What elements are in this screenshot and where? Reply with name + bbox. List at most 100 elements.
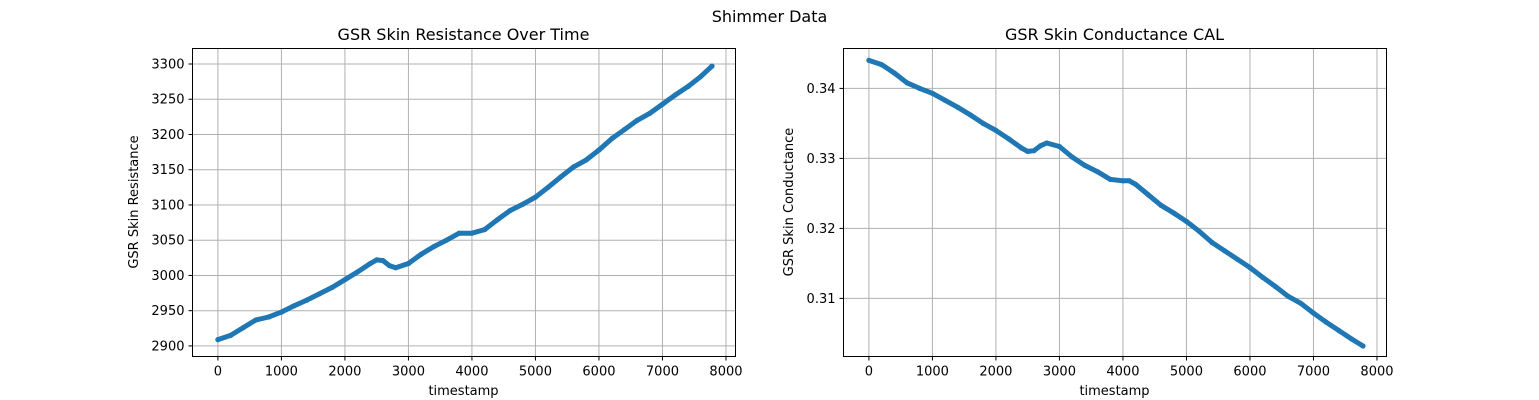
resistance-data-point <box>659 101 666 107</box>
conductance-data-point <box>1031 148 1037 154</box>
resistance-data-point <box>647 110 653 116</box>
conductance-data-point <box>1222 248 1228 254</box>
resistance-x-tick-label: 4000 <box>455 365 488 380</box>
resistance-y-axis-label: GSR Skin Resistance <box>127 135 142 268</box>
resistance-data-point <box>240 325 246 331</box>
conductance-data-point <box>1171 210 1177 216</box>
resistance-data-point <box>253 317 259 323</box>
conductance-data-point <box>980 120 986 126</box>
resistance-data-point <box>494 217 500 223</box>
resistance-data-point <box>621 127 628 133</box>
conductance-data-point <box>891 70 897 76</box>
conductance-data-point <box>1234 256 1240 262</box>
resistance-y-tick-label: 3200 <box>151 128 184 143</box>
resistance-data-point <box>278 309 284 315</box>
resistance-data-point <box>469 230 475 236</box>
resistance-data-point <box>228 332 234 338</box>
resistance-x-tick-label: 3000 <box>392 365 425 380</box>
conductance-grid <box>843 48 1387 357</box>
conductance-x-tick-label: 5000 <box>1170 365 1203 380</box>
resistance-plot-frame <box>192 48 736 357</box>
conductance-data-point <box>993 127 999 133</box>
conductance-data-point <box>917 85 923 91</box>
conductance-data-point <box>1323 319 1329 325</box>
conductance-data-point <box>1025 148 1031 154</box>
conductance-x-tick-label: 4000 <box>1106 365 1139 380</box>
conductance-data-point <box>1285 293 1291 299</box>
conductance-data-point <box>929 90 936 96</box>
resistance-x-tick-label: 0 <box>214 365 222 380</box>
conductance-data-point <box>1209 239 1215 245</box>
conductance-data-point <box>1120 178 1126 184</box>
resistance-y-tick-label: 2900 <box>151 339 184 354</box>
resistance-x-tick-label: 8000 <box>709 365 742 380</box>
resistance-x-tick-label: 6000 <box>582 365 615 380</box>
conductance-data-point <box>1056 143 1062 150</box>
resistance-y-tick-label: 3300 <box>151 58 184 73</box>
resistance-data-point <box>386 263 392 269</box>
resistance-y-tick-label: 3100 <box>151 198 184 213</box>
resistance-data-point <box>507 208 513 214</box>
conductance-data-point <box>1044 140 1050 146</box>
conductance-y-tick-label: 0.32 <box>807 222 836 237</box>
conductance-data-point <box>1298 300 1304 306</box>
resistance-data-point <box>374 257 380 263</box>
conductance-x-tick-label: 7000 <box>1297 365 1330 380</box>
conductance-data-point <box>1069 154 1075 160</box>
conductance-data-point <box>866 57 872 64</box>
resistance-data-point <box>709 63 715 69</box>
resistance-data-point <box>545 184 551 190</box>
conductance-data-point <box>1247 265 1253 271</box>
resistance-data-point <box>291 303 297 309</box>
resistance-y-tick-label: 2950 <box>151 304 184 319</box>
conductance-data-point <box>1196 228 1202 234</box>
resistance-grid <box>192 48 736 357</box>
resistance-data-point <box>316 291 323 297</box>
resistance-data-point <box>431 244 437 250</box>
resistance-x-axis-label: timestamp <box>428 384 498 399</box>
resistance-data-point <box>380 258 386 264</box>
resistance-series-line <box>215 63 715 343</box>
resistance-x-tick-label: 1000 <box>265 365 298 380</box>
conductance-data-point <box>1360 343 1366 349</box>
resistance-data-point <box>596 147 602 153</box>
conductance-series <box>866 57 1366 349</box>
resistance-data-point <box>558 174 564 180</box>
resistance-data-point <box>367 260 373 267</box>
resistance-data-point <box>266 314 272 320</box>
conductance-data-point <box>879 62 885 68</box>
conductance-data-point <box>1006 136 1012 142</box>
resistance-plot: GSR Skin Resistance Over Time timestamp … <box>127 25 743 399</box>
conductance-plot-title: GSR Skin Conductance CAL <box>1005 25 1224 44</box>
resistance-data-point <box>609 136 615 142</box>
resistance-plot-title: GSR Skin Resistance Over Time <box>338 25 590 44</box>
conductance-data-point <box>942 97 948 103</box>
resistance-data-point <box>355 269 361 275</box>
conductance-x-tick-label: 3000 <box>1043 365 1076 380</box>
conductance-ticks: 0 1000 2000 3000 4000 5000 6000 7000 8000 0.31 0.3… <box>807 82 1394 380</box>
conductance-data-point <box>1145 192 1151 198</box>
conductance-data-point <box>1082 162 1088 168</box>
conductance-data-point <box>1260 274 1266 280</box>
resistance-data-point <box>482 227 488 233</box>
resistance-data-point <box>583 157 589 163</box>
conductance-y-tick-label: 0.31 <box>807 292 836 307</box>
resistance-ticks: 0 1000 2000 3000 4000 5000 6000 7000 8000 2900 295… <box>151 58 742 380</box>
conductance-data-point <box>1126 178 1132 184</box>
conductance-y-tick-label: 0.33 <box>807 152 836 167</box>
conductance-data-point <box>967 112 974 118</box>
resistance-data-point <box>443 237 450 243</box>
resistance-series <box>215 63 715 343</box>
conductance-data-point <box>1158 202 1164 208</box>
resistance-data-point <box>532 194 539 200</box>
resistance-data-point <box>672 92 678 98</box>
resistance-data-point <box>698 74 704 80</box>
resistance-data-point <box>304 297 310 303</box>
conductance-data-point <box>1183 218 1189 224</box>
conductance-data-point <box>1037 143 1043 149</box>
conductance-data-point <box>1272 283 1278 290</box>
resistance-data-point <box>405 260 411 267</box>
resistance-x-tick-label: 5000 <box>519 365 552 380</box>
resistance-data-point <box>456 230 462 236</box>
conductance-data-point <box>1336 328 1342 334</box>
